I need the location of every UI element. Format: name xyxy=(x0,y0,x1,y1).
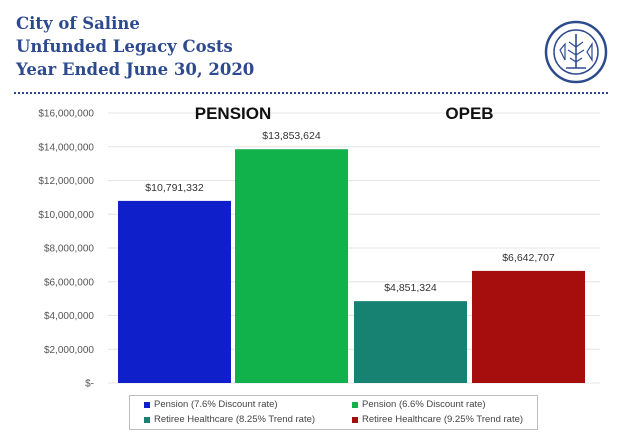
title-city: City of Saline xyxy=(16,14,140,33)
y-tick-label: $16,000,000 xyxy=(38,109,94,120)
legend-swatch-retiree-925 xyxy=(352,416,358,423)
title-period: Year Ended June 30, 2020 xyxy=(16,60,255,79)
title-subject: Unfunded Legacy Costs xyxy=(16,37,233,56)
legend-item-pension-66: Pension (6.6% Discount rate) xyxy=(352,399,486,410)
legend-item-pension-76: Pension (7.6% Discount rate) xyxy=(144,399,278,410)
legend-label-pension-66: Pension (6.6% Discount rate) xyxy=(362,399,486,410)
y-tick-label: $6,000,000 xyxy=(44,277,94,288)
data-label: $4,851,324 xyxy=(384,282,437,294)
y-tick-label: $4,000,000 xyxy=(44,311,94,322)
y-tick-label: $12,000,000 xyxy=(38,176,94,187)
legend-label-retiree-925: Retiree Healthcare (9.25% Trend rate) xyxy=(362,414,524,425)
city-seal-icon xyxy=(544,20,608,84)
y-tick-label: $8,000,000 xyxy=(44,244,94,255)
legend-item-retiree-925: Retiree Healthcare (9.25% Trend rate) xyxy=(352,414,523,425)
legend-swatch-pension-76 xyxy=(144,401,150,408)
bar-pension-2 xyxy=(235,149,348,383)
group-label-opeb: OPEB xyxy=(445,104,493,123)
header-divider xyxy=(14,92,608,94)
title-block: City of Saline Unfunded Legacy Costs Yea… xyxy=(16,12,456,81)
legend-item-retiree-825: Retiree Healthcare (8.25% Trend rate) xyxy=(144,414,315,425)
legend-swatch-pension-66 xyxy=(352,401,358,408)
y-tick-label: $- xyxy=(85,379,94,390)
data-label: $6,642,707 xyxy=(502,252,555,264)
legend-label-pension-76: Pension (7.6% Discount rate) xyxy=(154,399,278,410)
legend-label-retiree-825: Retiree Healthcare (8.25% Trend rate) xyxy=(154,414,316,425)
group-label-pension: PENSION xyxy=(195,104,272,123)
y-tick-label: $14,000,000 xyxy=(38,142,94,153)
y-tick-label: $2,000,000 xyxy=(44,345,94,356)
bar-opeb-4 xyxy=(472,270,585,383)
data-label: $13,853,624 xyxy=(262,130,321,142)
chart-legend: Pension (7.6% Discount rate) Pension (6.… xyxy=(129,395,538,430)
legend-swatch-retiree-825 xyxy=(144,416,150,423)
y-tick-label: $10,000,000 xyxy=(38,210,94,221)
data-label: $10,791,332 xyxy=(145,182,204,194)
bar-pension-1 xyxy=(118,200,231,383)
unfunded-costs-bar-chart: $- $2,000,000 $4,000,000 $6,000,000 $8,000,0… xyxy=(38,104,600,390)
bar-opeb-3 xyxy=(354,301,467,383)
